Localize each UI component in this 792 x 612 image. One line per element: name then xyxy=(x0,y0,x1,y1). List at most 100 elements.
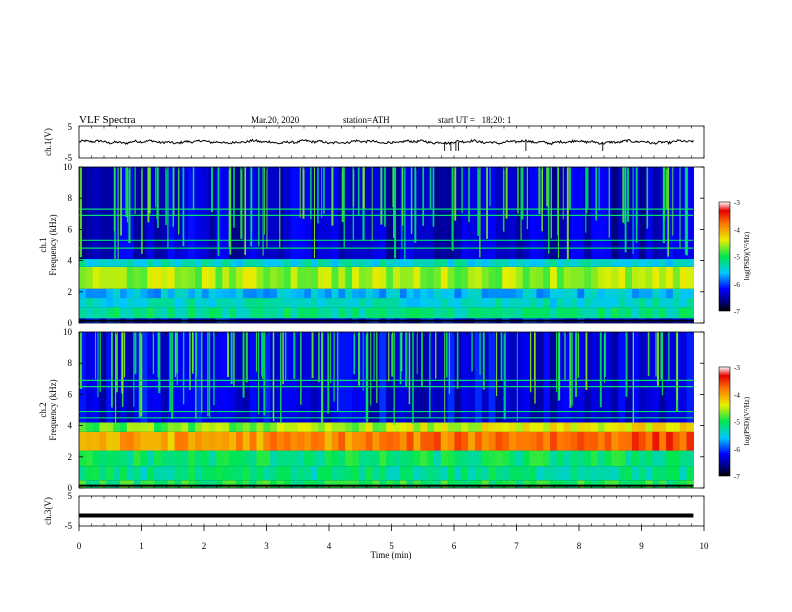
spectrogram-cell xyxy=(379,307,387,319)
spectrogram-cell xyxy=(195,431,203,451)
spectrogram-cell xyxy=(679,266,688,289)
spectrogram-cell xyxy=(618,298,626,308)
spectrogram-cell xyxy=(659,298,667,308)
spectrogram-cell xyxy=(522,288,531,299)
spectrogram-cell xyxy=(379,450,387,467)
spectrogram-cell xyxy=(215,450,223,467)
spectrogram-cell xyxy=(106,332,114,423)
spectrogram-cell xyxy=(358,422,367,432)
spectrogram-cell xyxy=(413,167,421,260)
spectrogram-cell xyxy=(276,480,285,488)
spectrogram-cell xyxy=(686,332,694,423)
spectrogram-cell xyxy=(311,332,319,423)
spectrogram-cell xyxy=(365,422,374,432)
spectrogram-cell xyxy=(249,332,258,423)
spectrogram-cell xyxy=(420,422,428,432)
spectrogram-cell xyxy=(167,307,176,319)
spectrogram-cell xyxy=(276,298,285,308)
spectrogram-cell xyxy=(563,431,572,451)
spectrogram-cell xyxy=(454,298,462,308)
spectrogram-cell xyxy=(584,431,592,451)
spectrogram-cell xyxy=(556,431,565,451)
spectrogram-cell xyxy=(311,288,319,299)
spectrogram-cell xyxy=(331,298,340,308)
spectrogram-cell xyxy=(590,332,599,423)
ch3-waveform-frame xyxy=(78,495,705,527)
spectrogram-cell xyxy=(590,259,599,267)
spectrogram-cell xyxy=(413,332,421,423)
time-tick-label: 5 xyxy=(389,541,394,551)
spectrogram-cell xyxy=(522,259,531,267)
spectrogram-cell xyxy=(263,466,271,481)
spectrogram-cell xyxy=(529,431,537,451)
spectrogram-cell xyxy=(358,307,367,319)
spectrogram-cell xyxy=(550,307,558,319)
spectrogram-cell xyxy=(529,266,537,289)
spectrogram-cell xyxy=(611,259,619,267)
spectrogram-cell xyxy=(229,332,237,423)
spectrogram-cell xyxy=(92,266,101,289)
time-tick-label: 1 xyxy=(139,541,144,551)
spectrogram-cell xyxy=(160,167,169,260)
spectrogram-cell xyxy=(666,422,674,432)
spectrogram-cell xyxy=(174,466,182,481)
spectrogram-cell xyxy=(584,298,592,308)
spectrogram-cell xyxy=(270,422,278,432)
spectrogram-cell xyxy=(140,466,148,481)
spectrogram-cell xyxy=(631,450,640,467)
spectrogram-cell xyxy=(652,422,660,432)
spectrogram-cell xyxy=(338,431,346,451)
spectrogram-cell xyxy=(488,450,497,467)
ch1-spectrogram-image xyxy=(79,167,694,323)
spectrogram-cell xyxy=(311,298,319,308)
colorbar-tick-label: -5 xyxy=(734,419,740,427)
spectrogram-cell xyxy=(372,167,380,260)
spectrogram-cell xyxy=(372,422,380,432)
spectrogram-cell xyxy=(406,307,415,319)
spectrogram-cell xyxy=(427,266,435,289)
spectrogram-cell xyxy=(283,466,292,481)
spectrogram-cell xyxy=(597,307,606,319)
spectrogram-cell xyxy=(372,450,380,467)
spectrogram-cell xyxy=(631,422,640,432)
spectrogram-cell xyxy=(672,431,681,451)
spectrogram-cell xyxy=(106,266,114,289)
spectrogram-cell xyxy=(119,332,128,423)
spectrogram-cell xyxy=(427,307,435,319)
spectrogram-cell xyxy=(515,167,524,260)
spectrogram-cell xyxy=(236,450,244,467)
spectrogram-cell xyxy=(236,259,244,267)
spectrogram-cell xyxy=(201,450,210,467)
spectrogram-cell xyxy=(345,298,353,308)
spectrogram-cell xyxy=(440,450,449,467)
spectrogram-cell xyxy=(645,450,654,467)
spectrogram-cell xyxy=(379,480,387,488)
spectrogram-cell xyxy=(358,480,367,488)
spectrogram-cell xyxy=(174,332,182,423)
ch1-freq-ticks: 0 2 4 6 8 10 xyxy=(63,162,704,328)
spectrogram-cell xyxy=(215,298,223,308)
spectrogram-cell xyxy=(509,266,517,289)
spectrogram-cell xyxy=(386,307,394,319)
spectrogram-cell xyxy=(358,266,367,289)
time-axis-label: Time (min) xyxy=(371,550,412,560)
spectrogram-cell xyxy=(468,480,476,488)
spectrogram-cell xyxy=(550,167,558,260)
spectrogram-cell xyxy=(222,431,230,451)
spectrogram-cell xyxy=(188,422,196,432)
spectrogram-cell xyxy=(652,307,660,319)
spectrogram-cell xyxy=(638,480,647,488)
spectrogram-cell xyxy=(502,466,510,481)
spectrogram-cell xyxy=(256,431,264,451)
spectrogram-cell xyxy=(133,422,142,432)
spectrogram-cell xyxy=(317,259,326,267)
spectrogram-cell xyxy=(563,422,572,432)
spectrogram-cell xyxy=(433,266,442,289)
spectrogram-cell xyxy=(672,422,681,432)
spectrogram-cell xyxy=(577,259,585,267)
spectrogram-cell xyxy=(345,167,353,260)
spectrogram-cell xyxy=(174,307,182,319)
spectrogram-cell xyxy=(420,288,428,299)
time-tick-label: 8 xyxy=(577,541,582,551)
